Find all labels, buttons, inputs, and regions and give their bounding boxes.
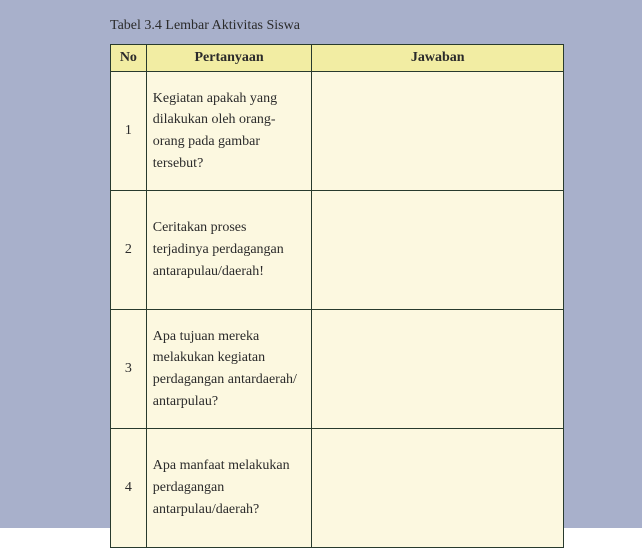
- col-header-answer: Jawaban: [312, 45, 564, 72]
- cell-answer: [312, 429, 564, 548]
- table-body: 1 Kegiatan apakah yang dilakukan oleh or…: [111, 72, 564, 548]
- page-background: Tabel 3.4 Lembar Aktivitas Siswa No Pert…: [0, 0, 642, 528]
- cell-question: Apa tujuan mereka melakukan kegiatan per…: [146, 310, 312, 429]
- col-header-question: Pertanyaan: [146, 45, 312, 72]
- cell-answer: [312, 310, 564, 429]
- col-header-no: No: [111, 45, 147, 72]
- table-caption: Tabel 3.4 Lembar Aktivitas Siswa: [110, 18, 642, 34]
- cell-no: 1: [111, 72, 147, 191]
- table-header: No Pertanyaan Jawaban: [111, 45, 564, 72]
- cell-no: 3: [111, 310, 147, 429]
- cell-question: Kegiatan apakah yang dilakukan oleh oran…: [146, 72, 312, 191]
- cell-question: Ceritakan proses terjadinya perdagangan …: [146, 191, 312, 310]
- table-row: 1 Kegiatan apakah yang dilakukan oleh or…: [111, 72, 564, 191]
- table-row: 2 Ceritakan proses terjadinya perdaganga…: [111, 191, 564, 310]
- cell-no: 4: [111, 429, 147, 548]
- cell-no: 2: [111, 191, 147, 310]
- cell-question: Apa manfaat melakukan perdagangan antarp…: [146, 429, 312, 548]
- cell-answer: [312, 72, 564, 191]
- activity-table: No Pertanyaan Jawaban 1 Kegiatan apakah …: [110, 44, 564, 548]
- cell-answer: [312, 191, 564, 310]
- table-row: 4 Apa manfaat melakukan perdagangan anta…: [111, 429, 564, 548]
- table-row: 3 Apa tujuan mereka melakukan kegiatan p…: [111, 310, 564, 429]
